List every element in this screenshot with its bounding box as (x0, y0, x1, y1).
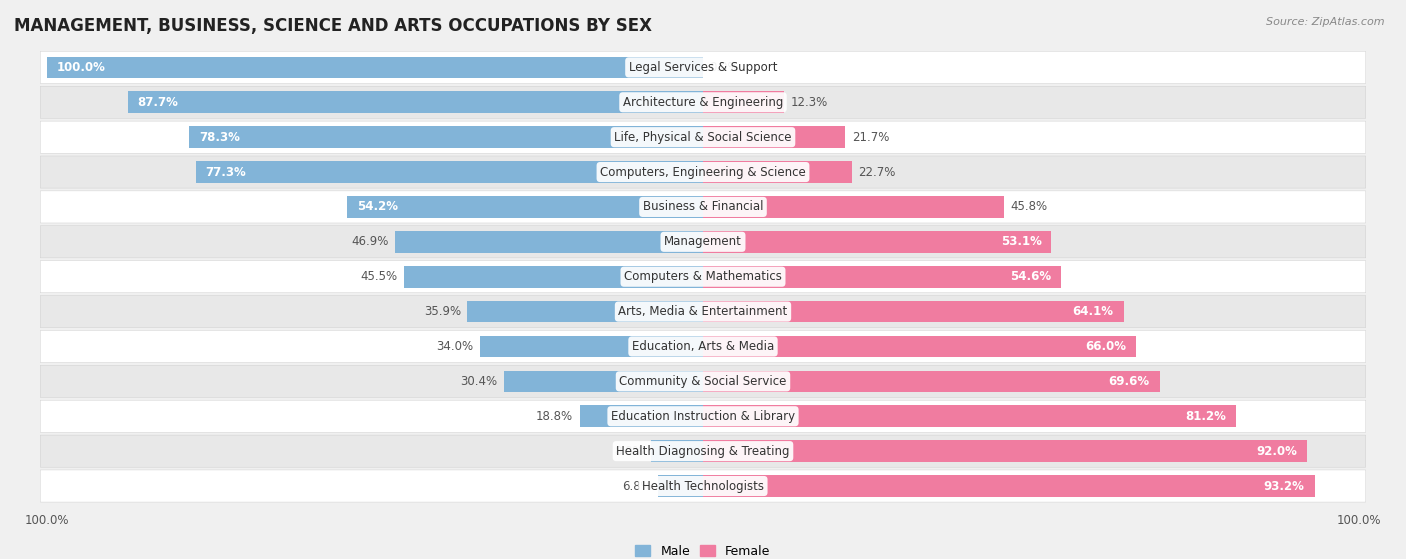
FancyBboxPatch shape (41, 226, 1365, 258)
Text: Health Diagnosing & Treating: Health Diagnosing & Treating (616, 444, 790, 458)
Text: Legal Services & Support: Legal Services & Support (628, 61, 778, 74)
Bar (703, 196, 1004, 218)
Bar (190, 126, 703, 148)
Text: Business & Financial: Business & Financial (643, 201, 763, 214)
Text: 87.7%: 87.7% (138, 96, 179, 109)
Text: 54.6%: 54.6% (1011, 270, 1052, 283)
Text: 69.6%: 69.6% (1109, 375, 1150, 388)
Text: Computers, Engineering & Science: Computers, Engineering & Science (600, 165, 806, 178)
Bar (703, 440, 1306, 462)
FancyBboxPatch shape (41, 400, 1365, 432)
Text: 54.2%: 54.2% (357, 201, 398, 214)
Text: MANAGEMENT, BUSINESS, SCIENCE AND ARTS OCCUPATIONS BY SEX: MANAGEMENT, BUSINESS, SCIENCE AND ARTS O… (14, 17, 652, 35)
Bar (405, 266, 703, 287)
Text: 45.8%: 45.8% (1010, 201, 1047, 214)
Text: 78.3%: 78.3% (200, 131, 240, 144)
Text: 6.8%: 6.8% (621, 480, 652, 492)
Bar (703, 231, 1052, 253)
Bar (195, 161, 703, 183)
Bar (703, 126, 845, 148)
FancyBboxPatch shape (41, 470, 1365, 502)
FancyBboxPatch shape (41, 296, 1365, 328)
Text: 22.7%: 22.7% (859, 165, 896, 178)
Text: Management: Management (664, 235, 742, 248)
Bar (395, 231, 703, 253)
FancyBboxPatch shape (41, 156, 1365, 188)
Text: 92.0%: 92.0% (1256, 444, 1296, 458)
Text: 35.9%: 35.9% (423, 305, 461, 318)
Bar (46, 56, 703, 78)
Bar (128, 92, 703, 113)
Bar (703, 371, 1160, 392)
Bar (651, 440, 703, 462)
Text: 12.3%: 12.3% (790, 96, 828, 109)
Legend: Male, Female: Male, Female (630, 540, 776, 559)
Text: Arts, Media & Entertainment: Arts, Media & Entertainment (619, 305, 787, 318)
Text: 53.1%: 53.1% (1001, 235, 1042, 248)
Bar (579, 405, 703, 427)
Bar (703, 405, 1236, 427)
Text: 21.7%: 21.7% (852, 131, 890, 144)
Text: Life, Physical & Social Science: Life, Physical & Social Science (614, 131, 792, 144)
Text: 34.0%: 34.0% (436, 340, 474, 353)
FancyBboxPatch shape (41, 260, 1365, 293)
Bar (703, 475, 1315, 497)
Bar (703, 335, 1136, 357)
Bar (503, 371, 703, 392)
Text: Education, Arts & Media: Education, Arts & Media (631, 340, 775, 353)
Bar (479, 335, 703, 357)
Text: 8.0%: 8.0% (614, 444, 644, 458)
Text: Community & Social Service: Community & Social Service (619, 375, 787, 388)
FancyBboxPatch shape (41, 51, 1365, 83)
Text: Computers & Mathematics: Computers & Mathematics (624, 270, 782, 283)
Bar (703, 266, 1062, 287)
Text: 46.9%: 46.9% (352, 235, 388, 248)
FancyBboxPatch shape (41, 86, 1365, 119)
Bar (703, 161, 852, 183)
Bar (703, 92, 783, 113)
Text: 30.4%: 30.4% (460, 375, 496, 388)
FancyBboxPatch shape (41, 435, 1365, 467)
Bar (703, 301, 1123, 323)
Text: 77.3%: 77.3% (205, 165, 246, 178)
Bar (347, 196, 703, 218)
Text: 64.1%: 64.1% (1073, 305, 1114, 318)
Text: 66.0%: 66.0% (1085, 340, 1126, 353)
Text: 18.8%: 18.8% (536, 410, 574, 423)
Text: Education Instruction & Library: Education Instruction & Library (612, 410, 794, 423)
Text: 0.0%: 0.0% (710, 61, 740, 74)
FancyBboxPatch shape (41, 366, 1365, 397)
Text: 100.0%: 100.0% (56, 61, 105, 74)
Text: Architecture & Engineering: Architecture & Engineering (623, 96, 783, 109)
Text: 93.2%: 93.2% (1264, 480, 1305, 492)
Bar (658, 475, 703, 497)
FancyBboxPatch shape (41, 191, 1365, 223)
Bar (467, 301, 703, 323)
Text: Source: ZipAtlas.com: Source: ZipAtlas.com (1267, 17, 1385, 27)
FancyBboxPatch shape (41, 121, 1365, 153)
Text: 81.2%: 81.2% (1185, 410, 1226, 423)
FancyBboxPatch shape (41, 330, 1365, 363)
Text: 45.5%: 45.5% (361, 270, 398, 283)
Text: Health Technologists: Health Technologists (643, 480, 763, 492)
